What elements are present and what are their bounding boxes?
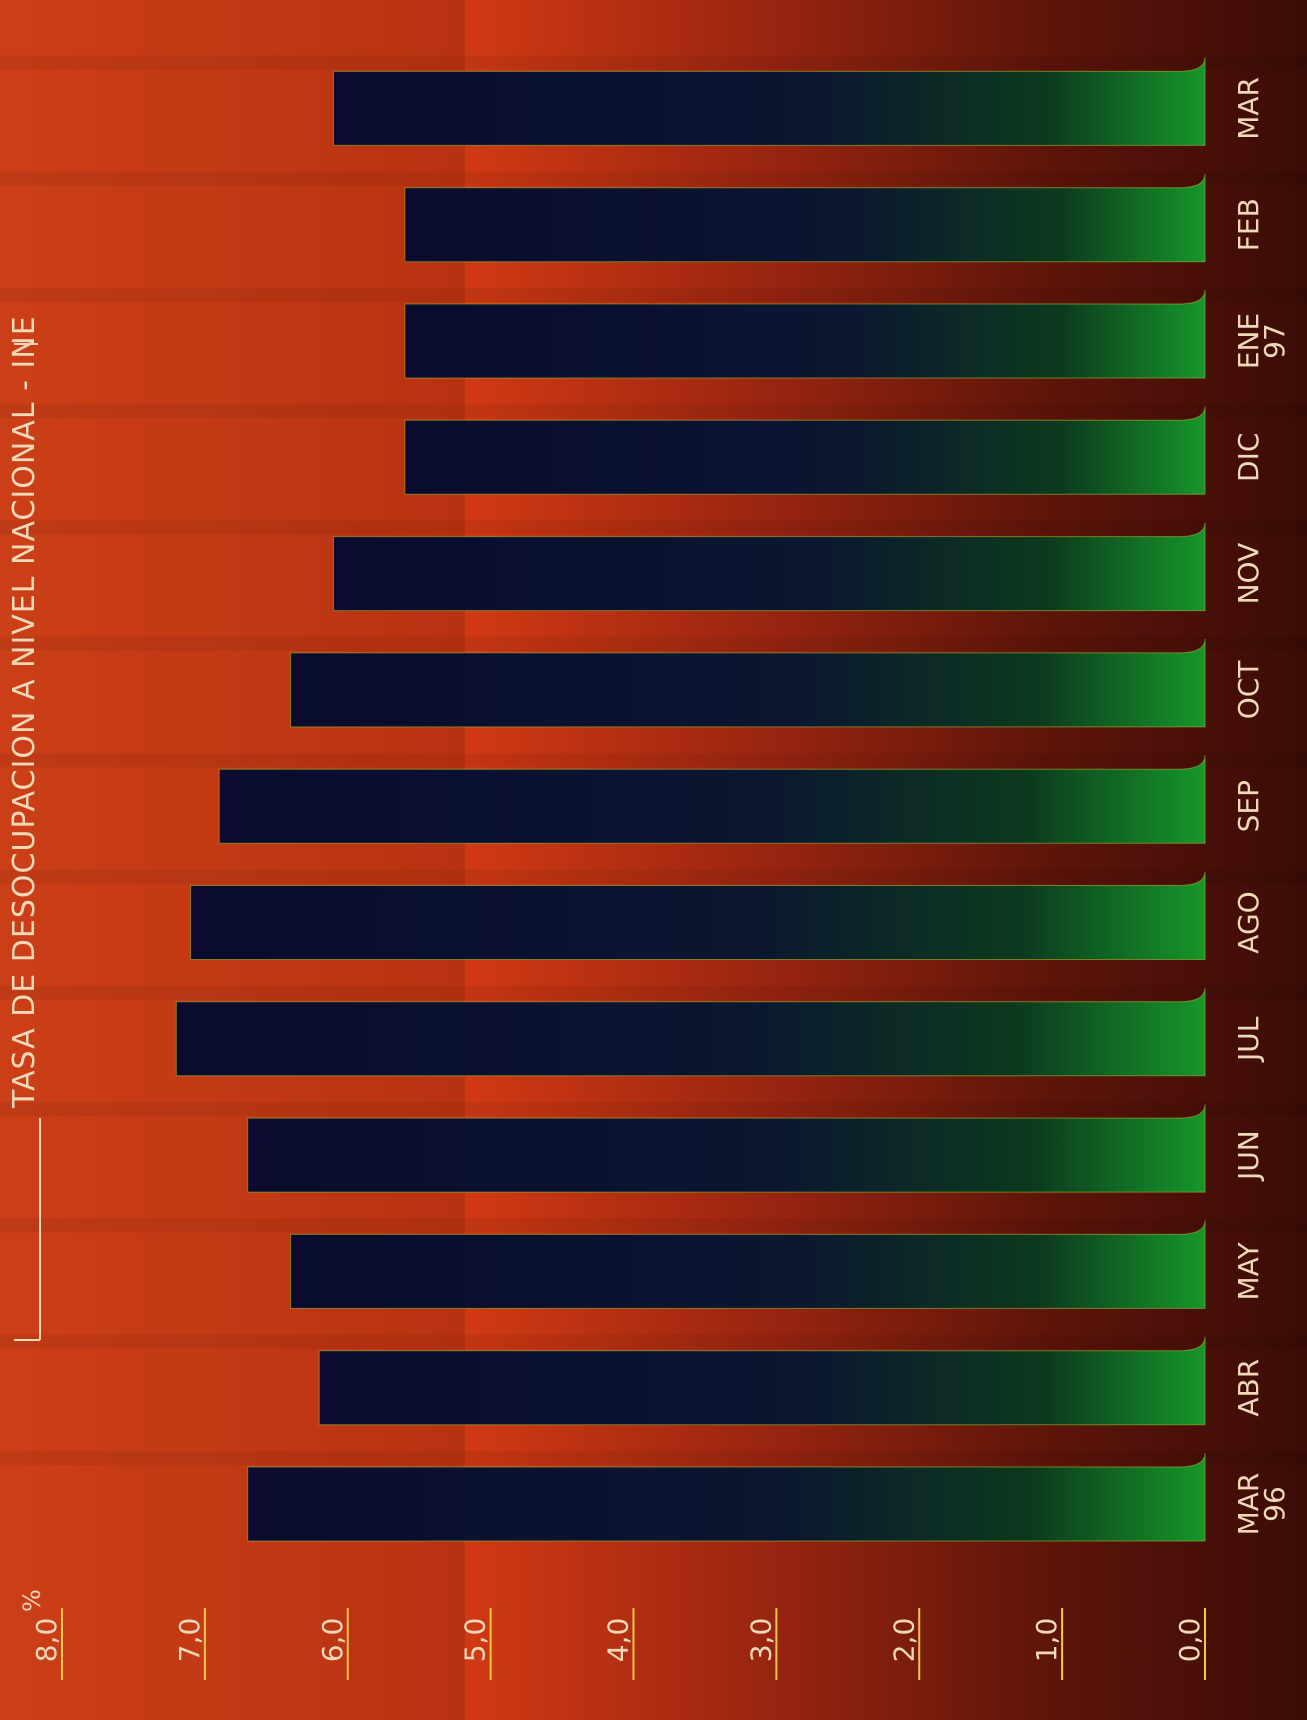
category-label: JUL: [1232, 1016, 1265, 1063]
category-label: MAR: [1232, 77, 1265, 140]
bar: [290, 638, 1206, 728]
tick-label: 2,0: [887, 1618, 920, 1663]
tick-label: 5,0: [459, 1618, 492, 1663]
category-label: MAY: [1232, 1241, 1265, 1300]
category-band: [0, 1102, 1307, 1117]
bar: [290, 1220, 1206, 1309]
bar: [404, 173, 1206, 263]
category-axis: MAR96ABRMAYJUNJULAGOSEPOCTNOVDICENE97FEB…: [1232, 77, 1291, 1535]
category-band: [0, 171, 1307, 186]
category-band: [0, 1451, 1307, 1465]
chart-title: TASA DE DESOCUPACION A NIVEL NACIONAL - …: [7, 315, 42, 1109]
category-label: NOV: [1232, 543, 1265, 605]
chart-header: % TASA DE DESOCUPACION A NIVEL NACIONAL …: [7, 315, 46, 1612]
tick-label: 4,0: [602, 1618, 635, 1663]
bar: [247, 1104, 1206, 1193]
bar: [190, 871, 1206, 960]
value-axis: 0,0 1,0 2,0 3,0 4,0 5,0 6,0 7,0 8,0: [30, 1608, 1206, 1680]
category-label: SEP: [1232, 780, 1265, 832]
bar: [332, 522, 1206, 612]
tick-label: 7,0: [173, 1618, 206, 1663]
category-sublabel: 96: [1258, 1486, 1291, 1522]
bar: [218, 755, 1206, 844]
category-sublabel: 97: [1258, 323, 1291, 359]
category-label: OCT: [1232, 660, 1265, 720]
category-bands: [0, 55, 1307, 1465]
bar: [404, 406, 1206, 495]
bar: [247, 1452, 1206, 1542]
category-band: [0, 636, 1307, 651]
unit-label: %: [18, 1589, 46, 1612]
category-label: DIC: [1232, 433, 1265, 482]
chart-lower-region-shade: [0, 0, 465, 1720]
tick-label: 0,0: [1173, 1618, 1206, 1663]
tick-label: 3,0: [744, 1618, 777, 1663]
bars: [175, 57, 1206, 1542]
bar: [332, 57, 1206, 146]
category-label: ABR: [1232, 1359, 1265, 1417]
category-band: [0, 1334, 1307, 1349]
tick-label: 8,0: [30, 1618, 63, 1663]
bar: [404, 289, 1206, 379]
category-band: [0, 55, 1307, 70]
category-band: [0, 869, 1307, 884]
category-label: AGO: [1232, 891, 1265, 953]
bar: [318, 1336, 1206, 1426]
category-label: MAR: [1232, 1473, 1265, 1536]
category-band: [0, 288, 1307, 302]
tick-label: 1,0: [1030, 1618, 1063, 1663]
category-label: JUN: [1232, 1130, 1265, 1182]
bar: [175, 987, 1206, 1077]
category-band: [0, 1218, 1307, 1233]
category-label: ENE: [1232, 313, 1265, 369]
category-band: [0, 985, 1307, 1000]
category-band: [0, 520, 1307, 535]
tick-label: 6,0: [316, 1618, 349, 1663]
category-label: FEB: [1232, 198, 1265, 251]
category-band: [0, 753, 1307, 768]
category-band: [0, 404, 1307, 419]
